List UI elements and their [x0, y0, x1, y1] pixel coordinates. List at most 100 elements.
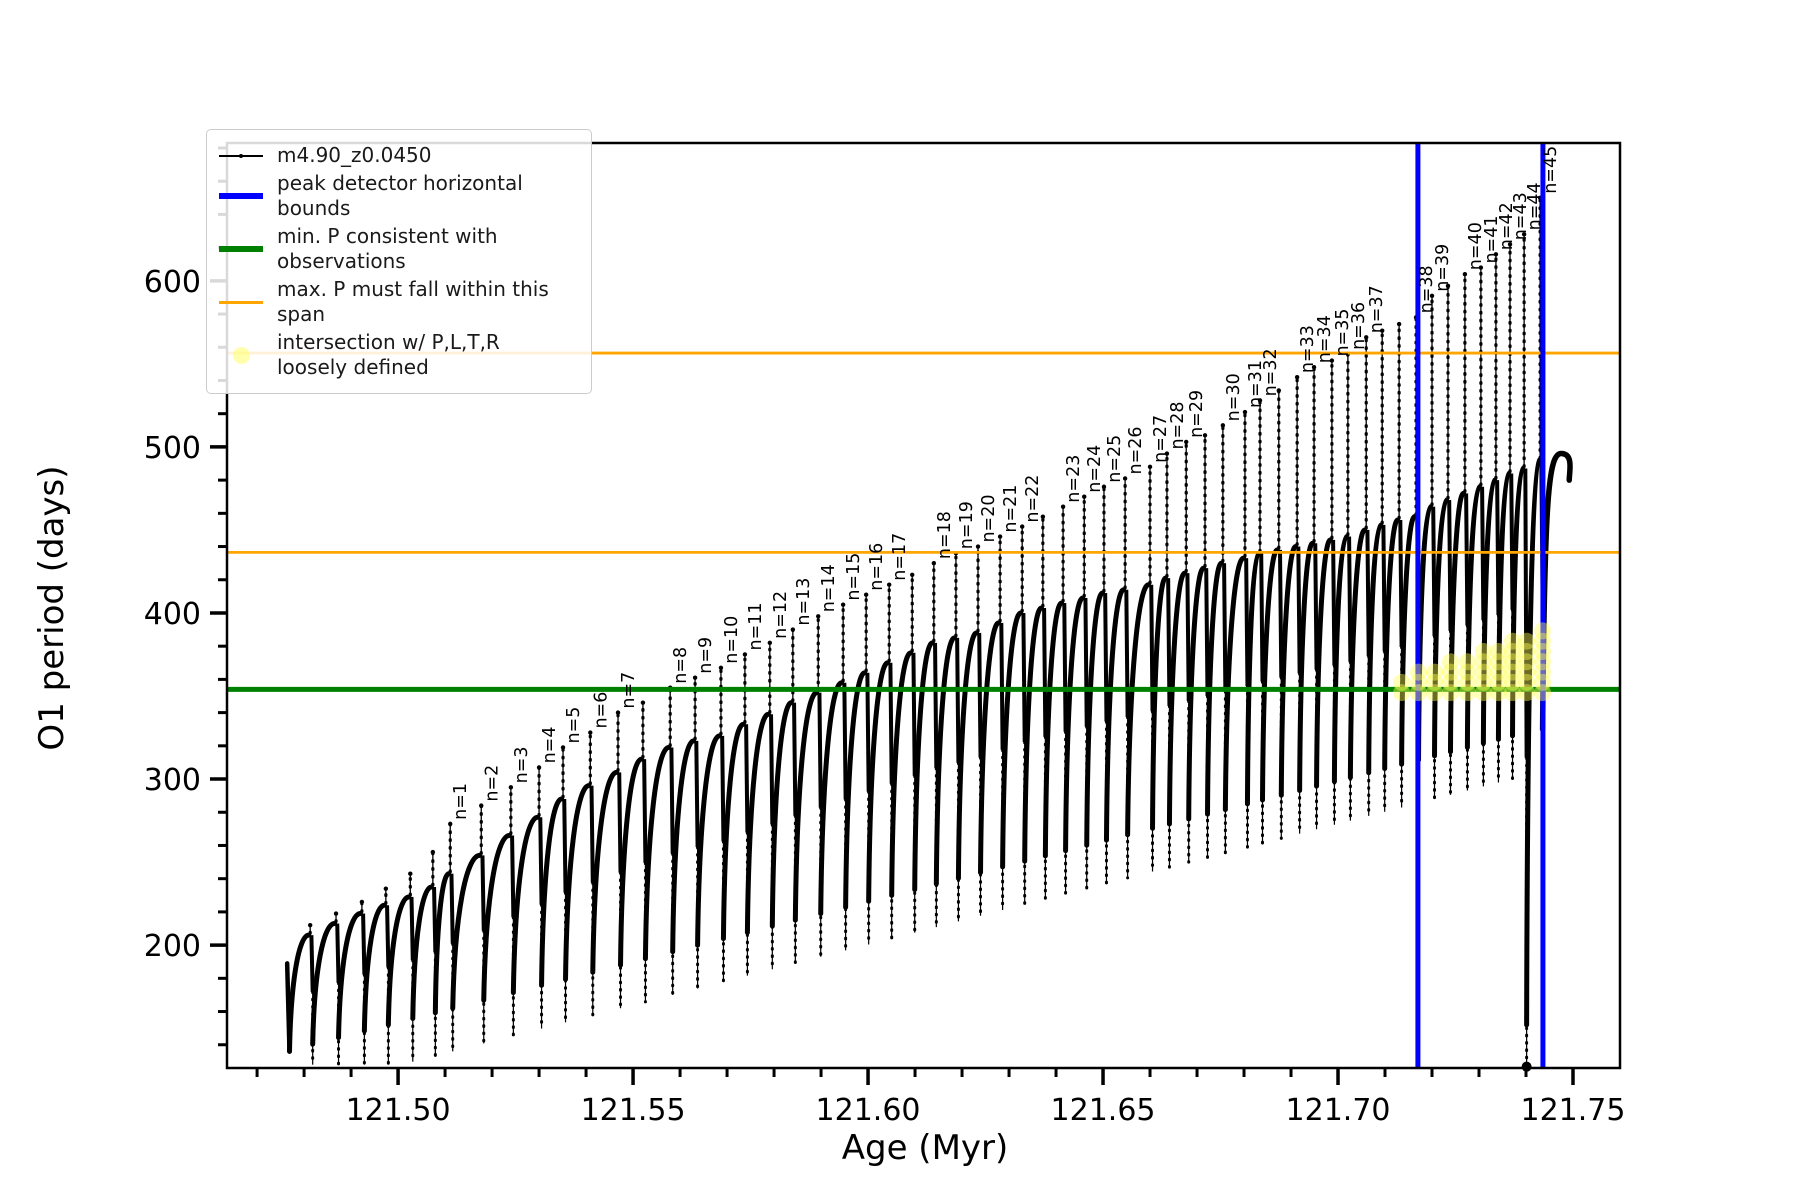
peak-annotation: n=9 [696, 637, 716, 674]
series-peak-dot [1429, 293, 1435, 298]
legend-item-max-p: max. P must fall within this span [219, 277, 577, 327]
peak-annotation: n=13 [794, 578, 814, 626]
x-tick-label: 121.70 [1286, 1093, 1391, 1128]
legend-label: min. P consistent with observations [277, 224, 498, 273]
series-peak-dot [692, 675, 698, 680]
legend: m4.90_z0.0450 peak detector horizontal b… [206, 129, 592, 394]
intersection-marker [1458, 653, 1476, 671]
series-rise [1205, 560, 1224, 817]
series-peak-dot [508, 785, 514, 790]
series-peak-dot [1019, 524, 1025, 529]
series-rise [1150, 575, 1168, 831]
series-drop [538, 817, 544, 905]
peak-annotation: n=36 [1349, 302, 1369, 350]
legend-item-peak-bounds: peak detector horizontal bounds [219, 171, 577, 221]
intersection-marker [1534, 684, 1552, 702]
peak-annotation: n=5 [564, 707, 584, 744]
series-rise [287, 932, 312, 1054]
series-rise [481, 833, 512, 1003]
peak-annotation: n=15 [844, 553, 864, 601]
peak-annotation: n=33 [1298, 325, 1318, 373]
series-rise [563, 783, 592, 982]
series-rise [1399, 514, 1418, 767]
peak-annotation: n=23 [1064, 455, 1084, 503]
peak-annotation: n=22 [1023, 475, 1043, 523]
series-rise [843, 670, 868, 910]
series-rise [1524, 457, 1542, 1028]
intersection-marker [1518, 653, 1536, 671]
peak-annotation: n=1 [451, 783, 471, 820]
series-peak-dot [767, 640, 773, 646]
series-drop [744, 724, 750, 833]
series-drop [955, 637, 961, 763]
intersection-marker [1534, 632, 1552, 650]
intersection-marker [1489, 673, 1507, 691]
series-rise [1347, 527, 1368, 780]
series-rise [933, 635, 957, 887]
series-rise [385, 894, 412, 1028]
series-drop [842, 682, 848, 800]
green-line-icon [219, 237, 263, 262]
series-peak-dot [1202, 433, 1208, 438]
intersection-marker [1534, 643, 1552, 661]
series-drop [1398, 519, 1404, 648]
legend-label: m4.90_z0.0450 [277, 143, 432, 167]
series-rise [642, 744, 672, 962]
peak-annotation: n=27 [1151, 415, 1171, 463]
peak-annotation: n=30 [1224, 373, 1244, 421]
intersection-marker [1504, 653, 1522, 671]
series-rise [450, 852, 483, 1011]
legend-label: peak detector horizontal bounds [277, 171, 523, 220]
series-rise [310, 921, 338, 1047]
peak-annotation: n=38 [1417, 265, 1437, 313]
intersection-marker [1410, 684, 1428, 702]
series-peak-dot [1379, 328, 1385, 333]
peak-annotation: n=4 [540, 727, 560, 764]
series-rise [720, 721, 746, 942]
peak-annotation: n=18 [935, 511, 955, 559]
peak-annotation: n=2 [482, 765, 502, 802]
y-axis-label: O1 period (days) [32, 465, 72, 751]
peak-annotation: n=7 [619, 672, 639, 709]
series-drop [769, 714, 775, 825]
series-peak-dot [1101, 484, 1107, 489]
intersection-marker [1518, 632, 1536, 650]
series-rise [1382, 517, 1401, 772]
series-drop [888, 662, 894, 784]
intersection-marker [1534, 673, 1552, 691]
intersection-marker [1534, 653, 1552, 671]
peak-annotation: n=11 [746, 602, 766, 650]
series-rise [866, 660, 891, 904]
series-rise [590, 769, 620, 975]
series-peak-dot [615, 710, 621, 715]
series-rise [889, 650, 914, 898]
series-peak-dot [718, 665, 724, 670]
series-drop [999, 622, 1005, 750]
series-drop [361, 913, 367, 975]
legend-label: max. P must fall within this span [277, 277, 549, 326]
series-peak-dot [840, 602, 846, 607]
peak-annotation: n=3 [512, 746, 532, 783]
peak-annotation: n=14 [819, 564, 839, 612]
series-peak-dot [408, 871, 413, 876]
series-drop [1222, 563, 1228, 692]
series-rise [955, 630, 980, 881]
series-drop [1347, 536, 1353, 662]
series-drop [977, 632, 983, 758]
peak-annotation: n=42 [1497, 202, 1517, 250]
series-drop [1447, 500, 1453, 631]
series-peak-dot [1507, 242, 1513, 247]
series-drop [1103, 593, 1109, 722]
series-rise [1432, 497, 1449, 759]
series-drop [911, 652, 917, 776]
peak-annotation: n=25 [1105, 435, 1125, 483]
intersection-marker [1534, 663, 1552, 681]
series-rise [1480, 477, 1497, 746]
series-drop [1083, 598, 1089, 727]
x-tick-label: 121.55 [581, 1093, 686, 1128]
series-peak-dot [333, 911, 339, 916]
series-rise [539, 796, 565, 988]
peak-annotation: n=34 [1315, 315, 1335, 363]
intersection-marker [1518, 684, 1536, 702]
